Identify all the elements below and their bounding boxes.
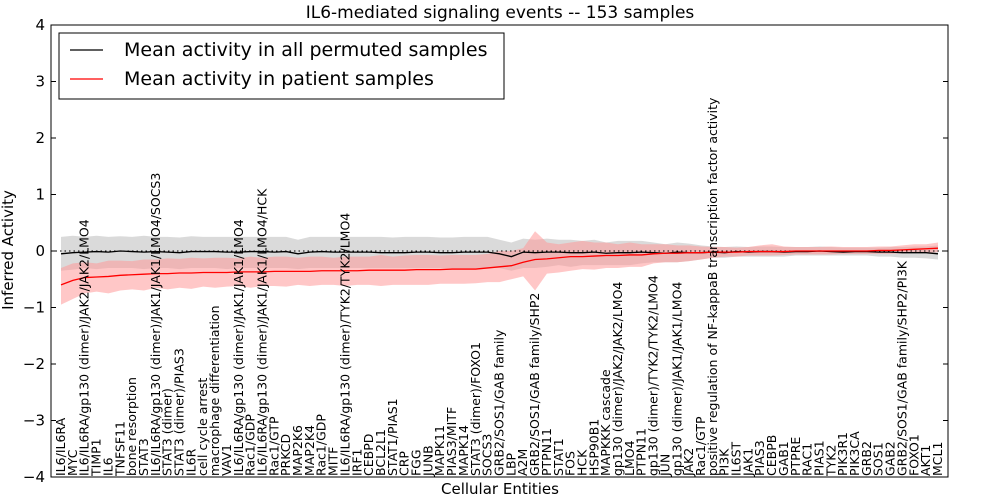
y-tick-label: 2: [35, 129, 45, 147]
category-label: SOCS3: [480, 434, 495, 476]
category-label: PTPN11: [634, 428, 649, 476]
category-label: HSP90B1: [586, 419, 601, 476]
category-label: MAPKKK cascade: [598, 369, 613, 476]
category-label: MITF: [326, 447, 341, 476]
y-tick-label: 1: [35, 186, 45, 204]
band-patient: [61, 231, 938, 305]
category-label: IL6/IL6RA/gp130 (dimer)/JAK1/JAK1/LMO4/H…: [254, 188, 269, 476]
category-label: TIMP1: [89, 438, 104, 477]
category-label: PIK3R1: [835, 432, 850, 476]
category-label: gp130 (dimer)/JAK1/JAK1/LMO4: [669, 282, 684, 476]
category-label: STAT3 (dimer)/FOXO1: [468, 342, 483, 476]
legend-box: [58, 32, 505, 100]
category-label: CRP: [397, 451, 412, 476]
category-label: IRF1: [349, 448, 364, 476]
category-label: FOXO1: [906, 434, 921, 476]
category-label: IL6: [100, 457, 115, 476]
x-axis-label: Cellular Entities: [441, 480, 559, 498]
y-axis-ticks: −4 −3 −2 −1 0 1 2 3 4: [23, 16, 948, 486]
category-label: HCK: [574, 449, 589, 476]
category-label: IL6ST: [729, 441, 744, 476]
category-label: GAB1: [776, 441, 791, 476]
category-label: SOS1: [871, 442, 886, 476]
category-label: IL6/IL6RA/gp130 (dimer)/JAK2/JAK2/LMO4: [77, 219, 92, 476]
legend-label-patient: Mean activity in patient samples: [124, 68, 434, 90]
category-label: MAP2K6: [290, 425, 305, 476]
category-label: macrophage differentiation: [207, 305, 222, 476]
category-label: IL6R: [183, 448, 198, 476]
category-label: PIAS3/MITF: [444, 407, 459, 476]
category-label: PRKCD: [278, 434, 293, 476]
y-tick-label: −3: [23, 412, 45, 430]
category-label: JAK2: [681, 448, 696, 477]
legend-label-permuted: Mean activity in all permuted samples: [124, 39, 487, 61]
category-label: STAT3: [136, 438, 151, 476]
y-tick-label: 3: [35, 73, 45, 91]
category-label: MCL1: [930, 442, 945, 476]
category-label: GRB2/SOS1/GAB family: [492, 329, 507, 476]
category-label: LBP: [503, 452, 518, 476]
chart-title: IL6-mediated signaling events -- 153 sam…: [306, 3, 695, 23]
category-label: FGG: [409, 449, 424, 476]
category-label: MAP2K4: [302, 425, 317, 476]
category-label: STAT1/PIAS1: [385, 398, 400, 476]
y-tick-label: −2: [23, 355, 45, 373]
category-label: CEBPD: [361, 434, 376, 476]
confidence-bands: [61, 231, 938, 305]
category-label: TYK2: [823, 445, 838, 477]
category-label: PTPN11: [539, 428, 554, 476]
category-label: GRB2: [859, 441, 874, 476]
category-label: Rac1/GDP: [314, 414, 329, 476]
category-label: Rac1/GTP: [693, 416, 708, 476]
category-label: gp130 (dimer)/TYK2/TYK2/LMO4: [646, 275, 661, 476]
category-label: Rac1/GTP: [266, 416, 281, 476]
category-label: PTPRE: [788, 437, 803, 476]
category-label: CEBPB: [764, 435, 779, 476]
category-label: gp130 (dimer)/JAK2/JAK2/LMO4: [610, 282, 625, 476]
y-axis-label: Inferred Activity: [0, 190, 17, 310]
category-label: RAC1: [800, 443, 815, 476]
category-label: Rac1/GDP: [243, 414, 258, 476]
category-label: TNFSF11: [112, 421, 127, 477]
legend: Mean activity in all permuted samples Me…: [58, 32, 505, 100]
category-label: bone resorption: [124, 377, 139, 476]
category-label: AKT1: [918, 445, 933, 476]
y-tick-label: −1: [23, 299, 45, 317]
category-label: cell cycle arrest: [195, 378, 210, 476]
category-label: JUNB: [420, 445, 435, 477]
category-label: IL6/IL6RA/gp130 (dimer)/JAK1/JAK1/LMO4/S…: [148, 173, 163, 476]
category-label: JAK1: [740, 448, 755, 477]
y-tick-label: −4: [23, 468, 45, 486]
category-label: PIAS3: [752, 440, 767, 476]
category-label: IL6/IL6RA/gp130 (dimer)/JAK1/JAK1/LMO4: [231, 219, 246, 476]
category-label: GRB2/SOS1/GAB family/SHP2/PI3K: [894, 260, 909, 476]
category-label: VAV1: [219, 444, 234, 476]
category-label: MAPK14: [456, 425, 471, 476]
y-tick-label: 4: [35, 16, 45, 34]
category-label: GAB2: [883, 441, 898, 476]
y-tick-label: 0: [35, 242, 45, 260]
series-lines: [60, 247, 939, 286]
category-label: MAPK11: [432, 425, 447, 476]
category-label: STAT3 (dimer)/PIAS3: [172, 348, 187, 476]
category-label: JUN: [657, 454, 672, 477]
category-label: STAT1: [551, 438, 566, 476]
category-label: LMO4: [622, 440, 637, 476]
category-label: PIK3CA: [847, 431, 862, 476]
category-label: A2M: [515, 449, 530, 476]
category-label: positive regulation of NF-kappaB transcr…: [705, 97, 720, 476]
category-label: IL6/IL6RA/gp130 (dimer)/TYK2/TYK2/LMO4: [337, 213, 352, 476]
category-label: PIAS1: [811, 440, 826, 476]
category-label: STAT3 (dimer): [160, 388, 175, 476]
category-label: BCL2L1: [373, 429, 388, 476]
category-label: IL6/IL6RA: [53, 417, 68, 476]
category-label: FOS: [563, 451, 578, 476]
category-label: MYC: [65, 449, 80, 476]
category-label: PI3K: [717, 448, 732, 476]
category-label: GRB2/SOS1/GAB family/SHP2: [527, 293, 542, 476]
series-line-patient: [60, 247, 939, 286]
